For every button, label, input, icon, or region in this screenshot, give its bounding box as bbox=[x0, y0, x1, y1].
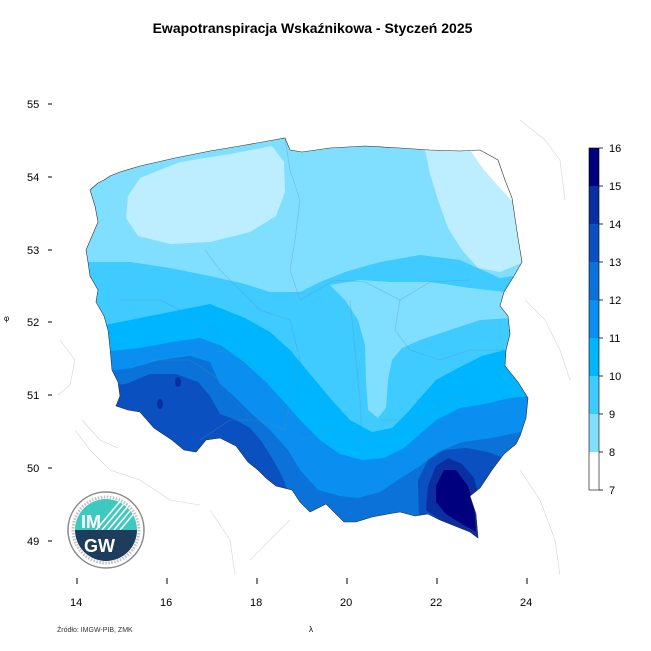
x-tick-14: 14 bbox=[70, 597, 82, 609]
y-axis bbox=[48, 103, 52, 542]
legend-label-13: 13 bbox=[609, 257, 621, 269]
legend-swatch-15-16 bbox=[589, 148, 599, 186]
legend-label-11: 11 bbox=[609, 333, 620, 345]
zone-9-10-central bbox=[330, 280, 528, 418]
neighbour-borders bbox=[57, 119, 571, 576]
zone-16-southeast bbox=[436, 470, 476, 532]
x-tick-labels: 14 16 18 20 22 24 bbox=[70, 597, 532, 609]
zone-8-9-northwest bbox=[126, 146, 285, 244]
x-axis-label: λ bbox=[309, 625, 313, 634]
x-axis bbox=[76, 578, 528, 584]
legend-swatch-12-13 bbox=[589, 262, 599, 300]
choropleth bbox=[86, 138, 528, 538]
logo-text-top: IM bbox=[81, 512, 101, 532]
y-tick-53: 53 bbox=[27, 245, 39, 257]
legend-swatch-13-14 bbox=[589, 224, 599, 262]
legend-swatch-8-9 bbox=[589, 414, 599, 452]
y-tick-55: 55 bbox=[27, 99, 39, 111]
y-tick-52: 52 bbox=[27, 317, 39, 329]
y-tick-49: 49 bbox=[27, 536, 39, 548]
legend-swatch-10-11 bbox=[589, 338, 599, 376]
map-title: Ewapotranspiracja Wskaźnikowa - Styczeń … bbox=[152, 20, 473, 36]
legend-swatch-11-12 bbox=[589, 300, 599, 338]
legend-label-9: 9 bbox=[609, 409, 615, 421]
y-tick-50: 50 bbox=[27, 463, 39, 475]
y-tick-54: 54 bbox=[27, 172, 39, 184]
x-tick-18: 18 bbox=[250, 597, 262, 609]
y-tick-51: 51 bbox=[27, 390, 39, 402]
voivodeship-borders bbox=[120, 138, 505, 441]
x-tick-24: 24 bbox=[520, 597, 532, 609]
y-axis-label: φ bbox=[4, 314, 10, 323]
x-tick-20: 20 bbox=[340, 597, 352, 609]
legend-label-8: 8 bbox=[609, 447, 615, 459]
legend-colorbar: 16 15 14 13 12 11 10 9 8 7 bbox=[588, 143, 621, 497]
x-tick-16: 16 bbox=[160, 597, 172, 609]
source-footer: Źródło: IMGW-PIB, ZMK bbox=[57, 627, 133, 634]
legend-swatch-7-8 bbox=[589, 452, 599, 490]
imgw-logo: IM GW bbox=[67, 491, 145, 569]
logo-text-bottom: GW bbox=[84, 536, 115, 556]
legend-label-15: 15 bbox=[609, 181, 621, 193]
legend-label-7: 7 bbox=[609, 485, 615, 497]
y-tick-labels: 55 54 53 52 51 50 49 bbox=[27, 99, 39, 548]
legend-label-10: 10 bbox=[609, 371, 621, 383]
legend-swatch-14-15 bbox=[589, 186, 599, 224]
legend-label-14: 14 bbox=[609, 219, 621, 231]
legend-label-12: 12 bbox=[609, 295, 621, 307]
legend-swatch-9-10 bbox=[589, 376, 599, 414]
x-tick-22: 22 bbox=[430, 597, 442, 609]
zone-15-16-spot-1 bbox=[175, 377, 181, 387]
legend-label-16: 16 bbox=[609, 143, 621, 155]
zone-15-16-spot-2 bbox=[157, 399, 163, 409]
